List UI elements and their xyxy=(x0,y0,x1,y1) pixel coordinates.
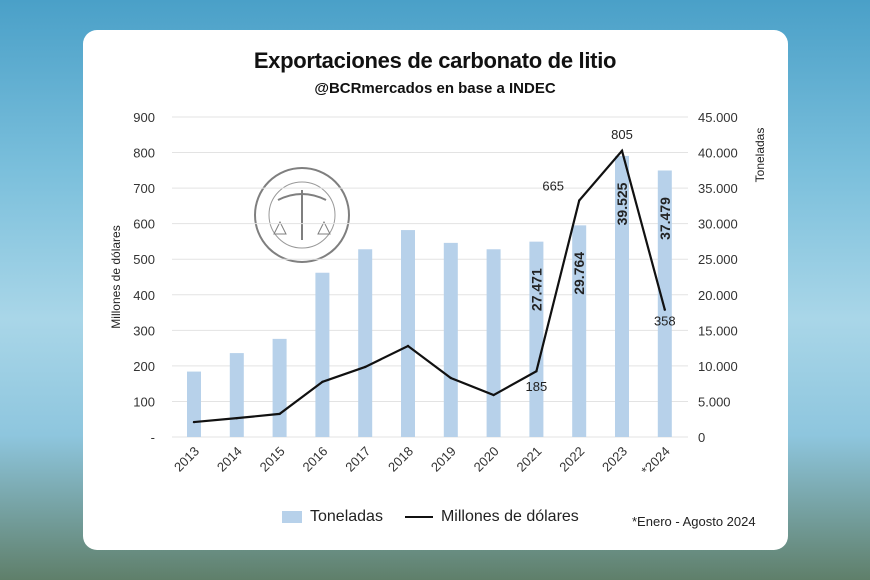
x-tick-label: 2021 xyxy=(513,444,544,475)
line-data-label: 185 xyxy=(526,379,548,394)
bar-2016 xyxy=(315,272,330,437)
left-tick-label: 400 xyxy=(133,288,155,303)
legend-label-millones: Millones de dólares xyxy=(440,508,579,525)
right-tick-label: 0 xyxy=(698,430,705,445)
right-tick-label: 30.000 xyxy=(698,217,738,232)
legend-swatch-millones xyxy=(404,516,433,518)
right-tick-label: 20.000 xyxy=(698,288,738,303)
bar-data-label: 37.479 xyxy=(657,197,673,240)
line-point xyxy=(492,393,495,397)
line-point xyxy=(278,412,281,416)
x-tick-label: *2024 xyxy=(638,444,673,479)
bar-2018 xyxy=(401,230,415,437)
bar-data-label: 39.525 xyxy=(614,182,630,225)
x-tick-label: 2019 xyxy=(428,444,459,475)
left-tick-label: 900 xyxy=(133,110,155,125)
x-tick-label: 2020 xyxy=(471,444,502,475)
line-point xyxy=(449,376,452,380)
left-axis-label: Millones de dólares xyxy=(109,225,123,328)
left-tick-label: 600 xyxy=(133,217,155,232)
right-tick-label: 5.000 xyxy=(698,394,731,409)
right-tick-label: 35.000 xyxy=(698,181,738,196)
line-point xyxy=(192,420,196,424)
x-tick-label: 2014 xyxy=(214,444,245,475)
line-point xyxy=(535,370,538,373)
right-tick-label: 10.000 xyxy=(698,359,738,374)
x-tick-label: 2017 xyxy=(342,444,373,475)
line-point xyxy=(578,199,581,202)
line-point xyxy=(663,308,666,311)
bar-2020 xyxy=(486,249,501,437)
left-tick-label: - xyxy=(151,430,155,445)
right-tick-label: 45.000 xyxy=(698,110,738,125)
line-point xyxy=(620,149,624,152)
x-tick-label: 2022 xyxy=(556,444,587,475)
footnote: *Enero - Agosto 2024 xyxy=(632,514,756,529)
bar-data-label: 29.764 xyxy=(571,252,587,295)
bar-2017 xyxy=(358,249,373,437)
left-tick-label: 100 xyxy=(133,394,155,409)
left-tick-label: 800 xyxy=(133,146,155,161)
line-point xyxy=(406,344,410,348)
line-data-label: 805 xyxy=(611,127,633,142)
line-point xyxy=(235,416,238,420)
bar-2021 xyxy=(529,241,544,437)
right-tick-label: 40.000 xyxy=(698,146,738,161)
right-tick-label: 15.000 xyxy=(698,323,738,338)
bar-2019 xyxy=(443,242,458,437)
right-axis-label: Toneladas xyxy=(753,128,767,183)
left-tick-label: 200 xyxy=(133,359,155,374)
bar-2024 xyxy=(657,170,672,437)
bar-2023 xyxy=(615,155,629,437)
x-tick-label: 2015 xyxy=(257,444,288,475)
chart-title: Exportaciones de carbonato de litio xyxy=(253,48,617,73)
left-tick-label: 300 xyxy=(133,323,155,338)
bar-2013 xyxy=(187,371,201,437)
x-tick-label: 2016 xyxy=(299,444,330,475)
bar-2022 xyxy=(572,225,587,437)
x-tick-label: 2018 xyxy=(385,444,416,475)
left-tick-label: 500 xyxy=(133,252,155,267)
legend: Toneladas Millones de dólares xyxy=(282,508,579,526)
x-tick-label: 2013 xyxy=(171,444,202,475)
x-tick-label: 2023 xyxy=(599,444,630,475)
bar-data-label: 27.471 xyxy=(528,268,544,311)
line-point xyxy=(364,365,367,369)
chart-subtitle: @BCRmercados en base a INDEC xyxy=(314,80,556,97)
bcr-logo-watermark xyxy=(254,167,350,263)
line-millones-de-dolares xyxy=(193,148,666,424)
legend-label-toneladas: Toneladas xyxy=(310,508,383,525)
right-tick-label: 25.000 xyxy=(698,252,738,267)
left-tick-label: 700 xyxy=(133,181,155,196)
line-data-label: 665 xyxy=(542,179,564,194)
bar-2015 xyxy=(272,338,287,437)
bar-2014 xyxy=(229,353,244,437)
legend-swatch-toneladas xyxy=(282,511,302,523)
line-data-label: 358 xyxy=(654,314,676,329)
line-point xyxy=(321,380,324,384)
